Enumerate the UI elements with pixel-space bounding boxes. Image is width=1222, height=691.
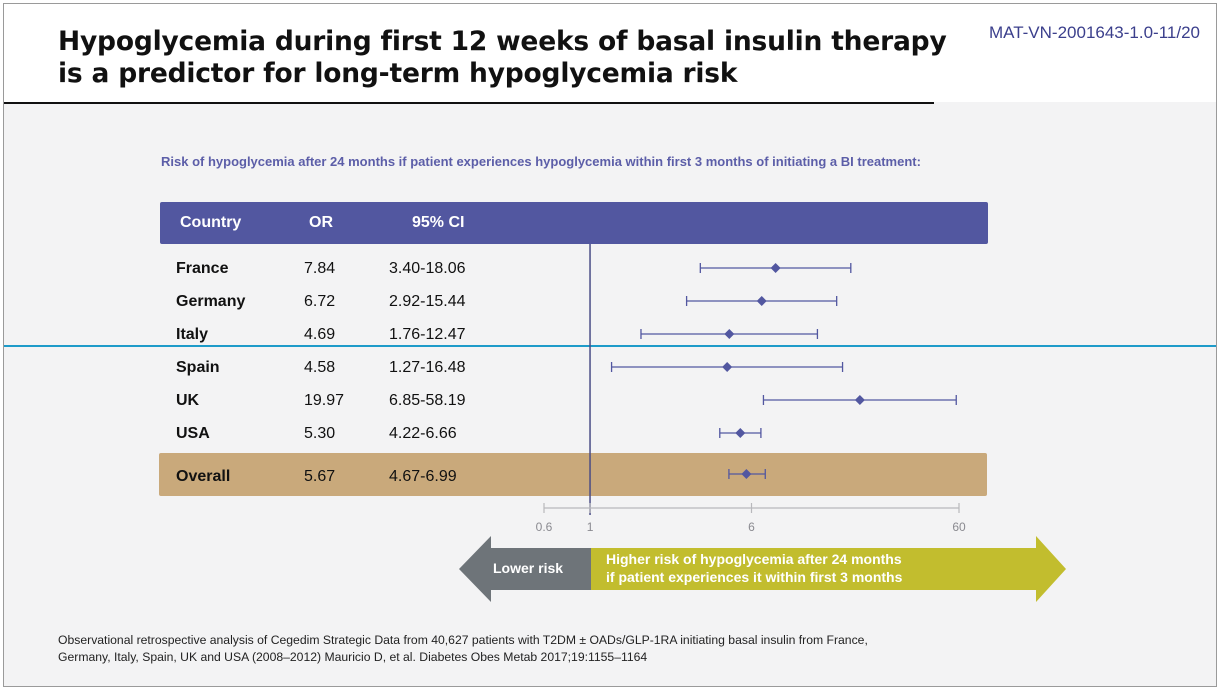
country-cell: Overall: [176, 468, 231, 485]
ci-uk-marker: [854, 395, 865, 405]
title-line-2: is a predictor for long-term hypoglycemi…: [58, 58, 738, 89]
or-cell: 4.69: [304, 326, 336, 343]
footnote-line-2: Germany, Italy, Spain, UK and USA (2008–…: [58, 650, 648, 664]
ci-spain-marker: [722, 362, 733, 372]
lower-risk-label: Lower risk: [493, 560, 564, 576]
ci-germany-marker: [756, 296, 767, 306]
ci-cell: 4.22-6.66: [389, 425, 457, 442]
or-cell: 5.30: [304, 425, 336, 442]
higher-risk-arrow: [591, 536, 1066, 602]
x-tick-label: 0.6: [536, 520, 553, 534]
header-ci: 95% CI: [412, 214, 465, 231]
title-underline: [4, 102, 934, 104]
title-band: Hypoglycemia during first 12 weeks of ba…: [4, 4, 1216, 102]
country-cell: Italy: [176, 326, 209, 343]
x-tick-label: 6: [748, 520, 755, 534]
ci-cell: 6.85-58.19: [389, 392, 466, 409]
lower-risk-arrow: [459, 536, 591, 602]
slide: Hypoglycemia during first 12 weeks of ba…: [3, 3, 1217, 687]
x-tick-label: 60: [952, 520, 966, 534]
table-row: France 7.84 3.40-18.06: [4, 260, 604, 280]
chart-subtitle: Risk of hypoglycemia after 24 months if …: [161, 154, 921, 169]
country-cell: Spain: [176, 359, 220, 376]
table-row: Spain 4.58 1.27-16.48: [4, 359, 604, 379]
ci-cell: 2.92-15.44: [389, 293, 466, 310]
header-or: OR: [309, 214, 333, 231]
ci-france-marker: [770, 263, 781, 273]
table-row: Germany 6.72 2.92-15.44: [4, 293, 604, 313]
ci-usa-marker: [735, 428, 746, 438]
ci-italy-marker: [724, 329, 735, 339]
divider-line: [4, 345, 1216, 347]
country-cell: USA: [176, 425, 210, 442]
country-cell: UK: [176, 392, 200, 409]
higher-risk-label-line-2: if patient experiences it within first 3…: [606, 569, 903, 585]
ci-cell: 1.27-16.48: [389, 359, 466, 376]
higher-risk-label: Higher risk of hypoglycemia after 24 mon…: [606, 550, 902, 586]
or-cell: 19.97: [304, 392, 345, 409]
overall-band: [159, 453, 987, 496]
title-line-1: Hypoglycemia during first 12 weeks of ba…: [58, 26, 947, 57]
footnote: Observational retrospective analysis of …: [58, 632, 998, 666]
table-row: USA 5.30 4.22-6.66: [4, 425, 604, 445]
higher-risk-label-line-1: Higher risk of hypoglycemia after 24 mon…: [606, 551, 902, 567]
ci-cell: 3.40-18.06: [389, 260, 466, 277]
reference-code: MAT-VN-2001643-1.0-11/20: [988, 23, 1200, 42]
slide-title: Hypoglycemia during first 12 weeks of ba…: [58, 26, 958, 90]
table-header-bar: Country OR 95% CI: [160, 202, 988, 244]
footnote-line-1: Observational retrospective analysis of …: [58, 633, 868, 647]
header-country: Country: [180, 214, 242, 231]
table-row: UK 19.97 6.85-58.19: [4, 392, 604, 412]
country-cell: France: [176, 260, 229, 277]
overall-row: Overall 5.67 4.67-6.99: [4, 468, 604, 488]
or-cell: 7.84: [304, 260, 336, 277]
ci-cell: 4.67-6.99: [389, 468, 457, 485]
x-tick-label: 1: [587, 520, 594, 534]
ci-cell: 1.76-12.47: [389, 326, 466, 343]
or-cell: 5.67: [304, 468, 336, 485]
table-row: Italy 4.69 1.76-12.47: [4, 326, 604, 346]
or-cell: 4.58: [304, 359, 336, 376]
country-cell: Germany: [176, 293, 246, 310]
or-cell: 6.72: [304, 293, 336, 310]
